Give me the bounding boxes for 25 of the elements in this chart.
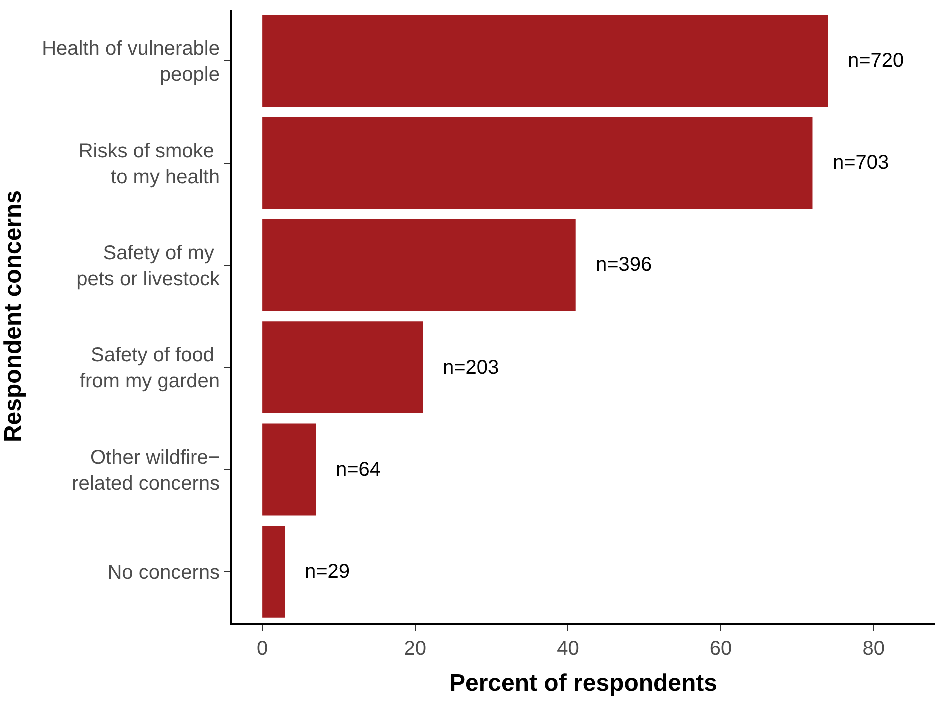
x-tick-label: 20 [404,638,427,660]
bar [262,117,813,210]
y-tick-label: Risks of smoke to my health [78,140,220,188]
annotation: n=720 [848,50,904,72]
annotation: n=396 [596,254,652,276]
x-tick-label: 40 [557,638,580,660]
x-axis-title: Percent of respondents [449,670,718,697]
bar [262,526,286,618]
y-tick-label: Safety of food from my garden [80,344,220,393]
x-tick-label: 80 [862,638,885,660]
y-tick-label: Health of vulnerable people [42,38,220,86]
annotation: n=703 [833,152,890,174]
y-tick-label: No concerns [108,562,220,584]
x-tick-label: 0 [257,638,268,660]
x-tick-label: 60 [710,638,732,660]
bar [262,15,828,108]
bar [262,219,576,312]
y-axis-title: Respondent concerns [0,190,27,443]
y-tick-label: Safety of my pets or livestock [76,242,221,290]
y-tick-label: Other wildfire− related concerns [72,446,220,495]
bar [262,424,316,516]
bar [262,322,424,414]
annotation: n=203 [443,357,500,379]
annotation: n=64 [336,459,382,481]
annotation: n=29 [305,561,350,583]
